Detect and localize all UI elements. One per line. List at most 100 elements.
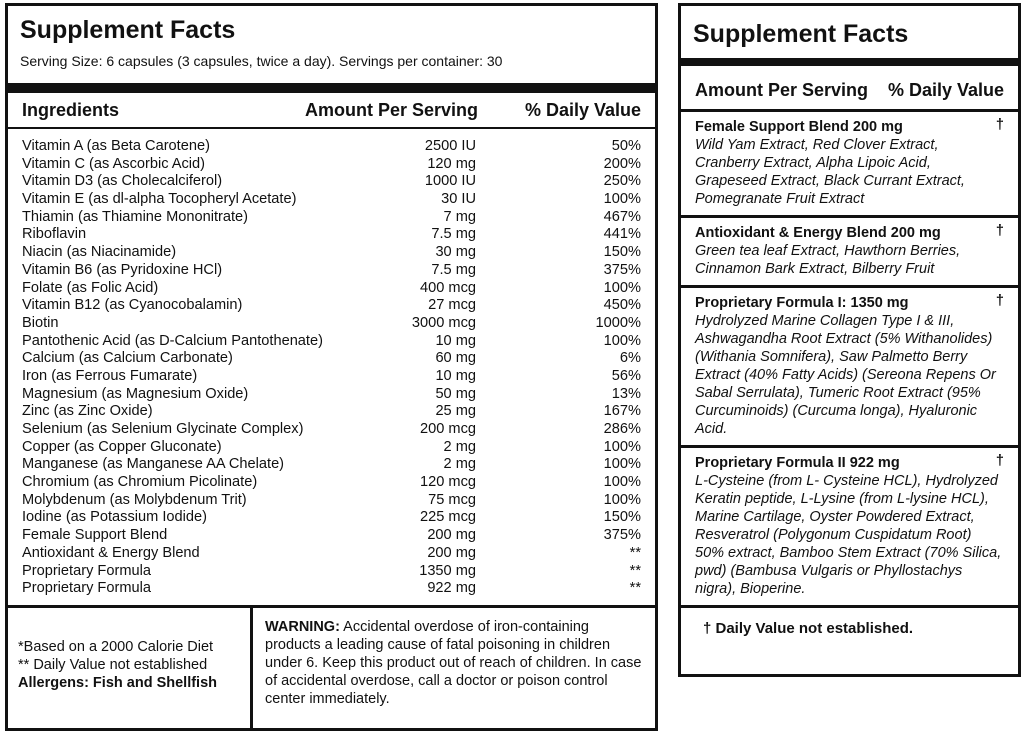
- ingredient-row: Chromium (as Chromium Picolinate) 120 mcg…: [22, 474, 641, 492]
- allergens: Allergens: Fish and Shellfish: [18, 675, 218, 691]
- ingredient-name: Proprietary Formula: [22, 580, 151, 597]
- ingredient-name: Chromium (as Chromium Picolinate): [22, 474, 258, 491]
- warning-label: WARNING:: [265, 619, 340, 635]
- header: % Daily Value: [887, 80, 1004, 100]
- ingredient-row: Molybdenum (as Molybdenum Trit) 75 mcg 100…: [22, 492, 641, 510]
- daily-value: 100%: [603, 191, 641, 208]
- blends: Female Support Blend 200 mg † Wild Yam Ext…: [681, 112, 1018, 608]
- ingredient-name: Manganese (as Manganese AA Chelate): [22, 456, 285, 473]
- daily-value: 50%: [611, 138, 641, 154]
- daily-value: 286%: [603, 421, 641, 437]
- ingredient-name: Proprietary Formula: [22, 562, 151, 579]
- ingredient-name: Thiamin (as Thiamine Mononitrate): [22, 208, 249, 225]
- ingredient-name: Vitamin B6 (as Pyridoxine HCl): [22, 261, 223, 278]
- amount: 50 mg: [435, 385, 476, 402]
- ingredient-row: Zinc (as Zinc Oxide) 25 mg 167%: [22, 403, 641, 421]
- blend: Proprietary Formula II 922 mg † L-Cysteine…: [681, 448, 1018, 608]
- amount: 3000 mcg: [411, 314, 476, 331]
- ingredient-row: Vitamin A (as Beta Carotene) 2500 IU 50%: [22, 138, 641, 156]
- daily-value: 100%: [603, 332, 641, 349]
- blend-ingredients: Green tea leaf Extract, Hawthorn Berries…: [695, 243, 961, 277]
- left-panel: Supplement Facts Serving Size: 6 capsule…: [5, 3, 658, 731]
- amount: 25 mg: [435, 403, 476, 420]
- amount: 2 mg: [443, 438, 476, 455]
- amount: 10 mg: [435, 332, 476, 349]
- blend: Female Support Blend 200 mg † Wild Yam Ext…: [681, 112, 1018, 218]
- footnotes: *Based on a 2000 Calorie Diet ** Daily V…: [8, 608, 253, 728]
- ingredient-name: Biotin: [22, 314, 59, 331]
- daily-value: 100%: [603, 456, 641, 473]
- amount: 27 mcg: [428, 297, 476, 314]
- ingredient-name: Copper (as Copper Gluconate): [22, 438, 222, 455]
- daily-value: **: [629, 544, 641, 561]
- ingredient-name: Female Support Blend: [22, 527, 168, 544]
- ingredient-name: Zinc (as Zinc Oxide): [22, 403, 153, 420]
- daily-value: 167%: [603, 403, 641, 420]
- blend: Proprietary Formula I: 1350 mg † Hydrolyze…: [681, 288, 1018, 448]
- daily-value: 150%: [603, 509, 641, 526]
- amount: 120 mcg: [420, 474, 476, 491]
- header-row: Ingredients Amount Per Serving % Daily V…: [8, 93, 655, 129]
- header: Ingredients: [22, 99, 120, 120]
- title: Supplement Facts: [681, 6, 1018, 66]
- ingredient-row: Iron (as Ferrous Fumarate) 10 mg 56%: [22, 368, 641, 386]
- ingredient-row: Copper (as Copper Gluconate) 2 mg 100%: [22, 439, 641, 457]
- amount: 7 mg: [443, 208, 476, 225]
- title: Supplement Facts: [20, 16, 236, 44]
- ingredient-row: Female Support Blend 200 mg 375%: [22, 527, 641, 545]
- divider-bar: [8, 83, 655, 93]
- ingredient-row: Selenium (as Selenium Glycinate Complex)…: [22, 421, 641, 439]
- amount: 10 mg: [435, 367, 476, 384]
- amount: 120 mg: [427, 155, 476, 172]
- amount: 400 mcg: [420, 279, 476, 296]
- daily-value: 150%: [603, 244, 641, 261]
- daily-value: 375%: [603, 527, 641, 544]
- serving-size: Serving Size: 6 capsules (3 capsules, tw…: [20, 53, 503, 69]
- daily-value: 6%: [619, 350, 641, 367]
- amount: 7.5 mg: [431, 226, 476, 243]
- dagger: †: [995, 223, 1004, 239]
- footnote: ** Daily Value not established: [18, 657, 208, 673]
- ingredient-row: Vitamin D3 (as Cholecalciferol) 1000 IU 25…: [22, 173, 641, 191]
- daily-value: 100%: [603, 438, 641, 455]
- amount: 922 mg: [427, 580, 476, 597]
- warning-text: Accidental overdose of iron-containing p…: [265, 619, 642, 707]
- ingredient-name: Selenium (as Selenium Glycinate Complex): [22, 421, 304, 437]
- daily-value: 375%: [603, 261, 641, 278]
- daily-value: 13%: [611, 385, 641, 402]
- daily-value: 250%: [603, 173, 641, 190]
- header-row: Amount Per Serving % Daily Value: [681, 66, 1018, 112]
- ingredient-name: Antioxidant & Energy Blend: [22, 544, 200, 561]
- ingredient-row: Riboflavin 7.5 mg 441%: [22, 226, 641, 244]
- blend-ingredients: Hydrolyzed Marine Collagen Type I & III,…: [695, 313, 996, 437]
- ingredient-name: Vitamin C (as Ascorbic Acid): [22, 155, 206, 172]
- amount: 75 mcg: [428, 491, 476, 508]
- blend-name: Proprietary Formula II 922 mg: [695, 455, 900, 471]
- right-panel: Supplement Facts Amount Per Serving % Da…: [678, 3, 1021, 677]
- ingredient-name: Niacin (as Niacinamide): [22, 244, 177, 261]
- amount: 200 mg: [427, 527, 476, 544]
- ingredient-row: Vitamin B6 (as Pyridoxine HCl) 7.5 mg 375%: [22, 262, 641, 280]
- ingredient-row: Thiamin (as Thiamine Mononitrate) 7 mg 467…: [22, 209, 641, 227]
- blend-name: Antioxidant & Energy Blend 200 mg: [695, 225, 941, 241]
- ingredient-row: Vitamin C (as Ascorbic Acid) 120 mg 200%: [22, 156, 641, 174]
- amount: 30 mg: [435, 244, 476, 261]
- ingredient-row: Antioxidant & Energy Blend 200 mg **: [22, 545, 641, 563]
- ingredient-row: Folate (as Folic Acid) 400 mcg 100%: [22, 280, 641, 298]
- daily-value: 450%: [603, 297, 641, 314]
- ingredient-row: Proprietary Formula 1350 mg **: [22, 563, 641, 581]
- ingredient-name: Vitamin E (as dl-alpha Tocopheryl Acetat…: [22, 191, 297, 208]
- ingredient-row: Manganese (as Manganese AA Chelate) 2 mg 1…: [22, 456, 641, 474]
- dagger: †: [995, 293, 1004, 309]
- ingredient-rows: Vitamin A (as Beta Carotene) 2500 IU 50% Vi…: [8, 129, 655, 609]
- amount: 2500 IU: [424, 138, 476, 154]
- ingredient-name: Molybdenum (as Molybdenum Trit): [22, 491, 247, 508]
- warning: WARNING: Accidental overdose of iron-con…: [253, 608, 655, 728]
- ingredient-name: Vitamin B12 (as Cyanocobalamin): [22, 297, 243, 314]
- ingredient-row: Calcium (as Calcium Carbonate) 60 mg 6%: [22, 350, 641, 368]
- header: Amount Per Serving: [695, 80, 869, 100]
- ingredient-name: Vitamin A (as Beta Carotene): [22, 138, 210, 154]
- daily-value: 200%: [603, 155, 641, 172]
- ingredient-row: Vitamin B12 (as Cyanocobalamin) 27 mcg 450…: [22, 297, 641, 315]
